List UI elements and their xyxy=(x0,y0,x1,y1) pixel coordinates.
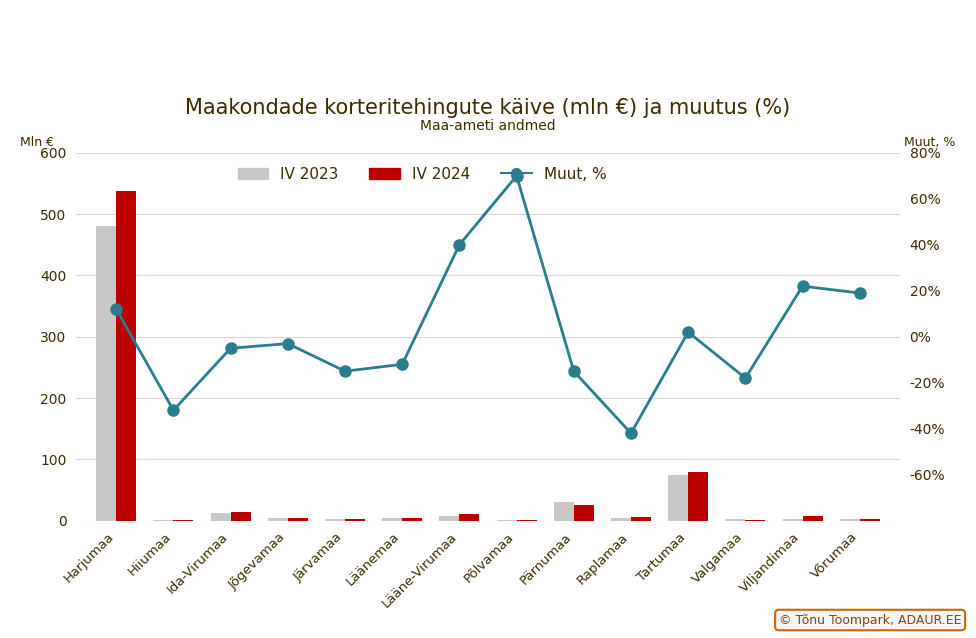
Bar xyxy=(402,517,423,521)
Title: Maakondade korteritehingute käive (mln €) ja muutus (%): Maakondade korteritehingute käive (mln €… xyxy=(185,98,791,118)
Bar xyxy=(783,519,802,521)
Bar xyxy=(688,471,709,521)
Bar xyxy=(746,520,765,521)
Legend: IV 2023, IV 2024, Muut, %: IV 2023, IV 2024, Muut, % xyxy=(231,161,613,188)
Bar xyxy=(116,191,137,521)
Bar xyxy=(611,517,631,521)
Text: Maa-ameti andmed: Maa-ameti andmed xyxy=(421,119,555,133)
Bar xyxy=(211,513,230,521)
Bar xyxy=(631,517,651,521)
Bar xyxy=(574,505,593,521)
Bar xyxy=(802,516,823,521)
Bar xyxy=(383,517,402,521)
Bar xyxy=(230,512,251,521)
Bar xyxy=(553,502,574,521)
Bar xyxy=(725,519,746,521)
Bar xyxy=(153,520,174,521)
Bar xyxy=(839,519,860,521)
Bar xyxy=(345,519,365,521)
Text: Mln €: Mln € xyxy=(20,136,55,149)
Bar xyxy=(97,226,116,521)
Bar xyxy=(460,514,479,521)
Bar xyxy=(439,516,460,521)
Bar xyxy=(325,519,345,521)
Text: © Tõnu Toompark, ADAUR.EE: © Tõnu Toompark, ADAUR.EE xyxy=(779,614,961,627)
Bar xyxy=(288,519,307,521)
Bar xyxy=(669,475,688,521)
Bar xyxy=(860,519,879,521)
Bar xyxy=(267,518,288,521)
Text: Muut, %: Muut, % xyxy=(905,136,956,149)
